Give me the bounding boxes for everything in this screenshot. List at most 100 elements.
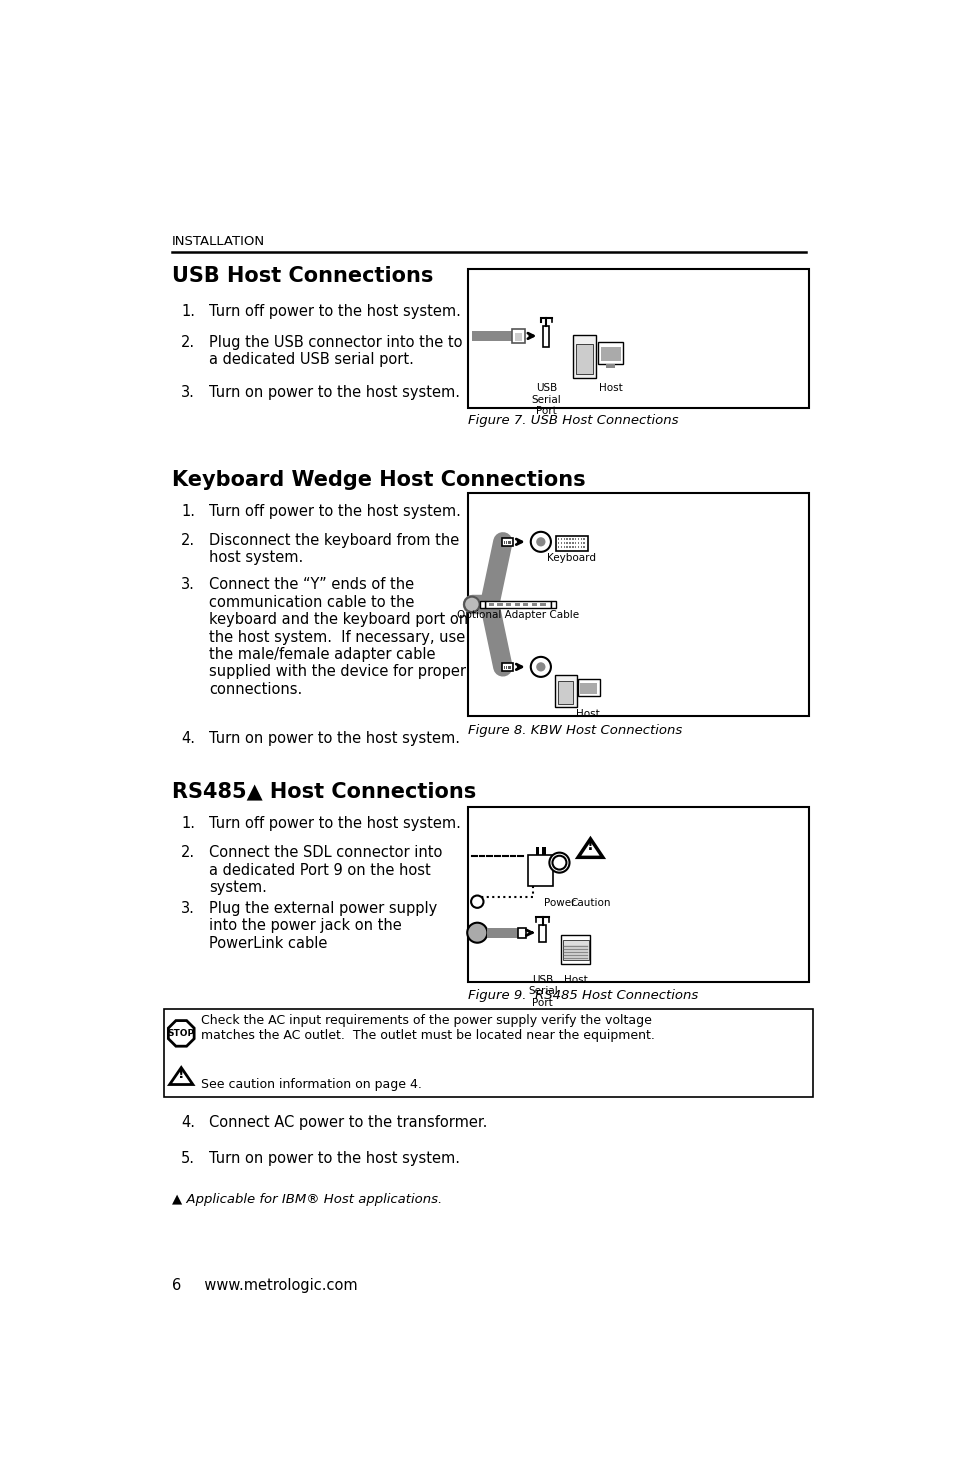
Bar <box>514 603 519 606</box>
Bar <box>505 541 506 544</box>
Text: Plug the external power supply
into the power jack on the
PowerLink cable: Plug the external power supply into the … <box>209 901 436 950</box>
Bar <box>531 603 537 606</box>
Text: Keyboard: Keyboard <box>547 553 596 562</box>
Text: 1.: 1. <box>181 504 195 519</box>
Text: USB
Serial
Port: USB Serial Port <box>527 975 558 1007</box>
Bar <box>542 847 545 854</box>
Text: Connect the SDL connector into
a dedicated Port 9 on the host
system.: Connect the SDL connector into a dedicat… <box>209 845 442 895</box>
Bar <box>583 541 584 544</box>
Bar <box>566 546 567 549</box>
Bar <box>563 541 564 544</box>
Text: Turn on power to the host system.: Turn on power to the host system. <box>209 385 459 400</box>
Text: Connect the “Y” ends of the
communication cable to the
keyboard and the keyboard: Connect the “Y” ends of the communicatio… <box>209 577 468 696</box>
Circle shape <box>552 855 566 870</box>
FancyBboxPatch shape <box>468 493 808 715</box>
Text: RS485▲ Host Connections: RS485▲ Host Connections <box>172 782 476 801</box>
Circle shape <box>530 532 550 552</box>
Bar <box>503 541 504 544</box>
Bar <box>488 603 494 606</box>
Text: Figure 7. USB Host Connections: Figure 7. USB Host Connections <box>468 414 678 428</box>
Bar <box>522 603 528 606</box>
Bar <box>572 335 596 378</box>
Text: Figure 9.  RS485 Host Connections: Figure 9. RS485 Host Connections <box>468 988 698 1002</box>
Bar <box>538 925 546 943</box>
Circle shape <box>536 662 545 671</box>
FancyBboxPatch shape <box>468 270 808 409</box>
Bar <box>575 344 592 373</box>
Bar <box>599 348 620 360</box>
Text: STOP: STOP <box>168 1030 194 1038</box>
Bar <box>517 928 525 938</box>
Polygon shape <box>168 1021 193 1046</box>
Polygon shape <box>170 1068 193 1084</box>
Bar <box>555 674 576 707</box>
Text: See caution information on page 4.: See caution information on page 4. <box>200 1078 421 1092</box>
Text: 2.: 2. <box>181 845 195 860</box>
Text: USB Host Connections: USB Host Connections <box>172 266 433 286</box>
Text: Turn off power to the host system.: Turn off power to the host system. <box>209 504 460 519</box>
Text: 2.: 2. <box>181 335 195 350</box>
Text: 3.: 3. <box>181 385 195 400</box>
Bar <box>560 541 561 544</box>
Bar <box>575 541 576 544</box>
Text: 1.: 1. <box>181 816 195 830</box>
Bar <box>605 364 615 369</box>
Bar <box>560 546 561 549</box>
Text: Caution: Caution <box>570 898 610 907</box>
Text: !: ! <box>178 1066 184 1081</box>
Bar <box>497 603 502 606</box>
Bar <box>555 535 587 552</box>
Bar <box>572 546 573 549</box>
Text: ▲ Applicable for IBM® Host applications.: ▲ Applicable for IBM® Host applications. <box>172 1193 442 1207</box>
Text: Keyboard Wedge Host Connections: Keyboard Wedge Host Connections <box>172 469 585 490</box>
Bar <box>569 546 570 549</box>
Text: Turn on power to the host system.: Turn on power to the host system. <box>209 732 459 746</box>
Bar <box>487 928 517 938</box>
Bar <box>569 541 570 544</box>
Text: Host: Host <box>563 975 587 985</box>
Bar <box>472 330 514 341</box>
Bar <box>580 546 581 549</box>
Text: Optional Adapter Cable: Optional Adapter Cable <box>456 609 578 620</box>
Bar <box>583 546 584 549</box>
Bar <box>560 935 590 965</box>
Text: Turn off power to the host system.: Turn off power to the host system. <box>209 816 460 830</box>
Bar <box>598 342 622 364</box>
Bar <box>507 665 508 668</box>
Circle shape <box>467 923 487 943</box>
Text: Figure 8. KBW Host Connections: Figure 8. KBW Host Connections <box>468 724 681 736</box>
Bar <box>575 546 576 549</box>
Text: Turn off power to the host system.: Turn off power to the host system. <box>209 304 460 319</box>
Bar <box>479 600 484 608</box>
Circle shape <box>536 537 545 546</box>
FancyBboxPatch shape <box>468 807 808 982</box>
Circle shape <box>549 853 569 873</box>
Bar <box>572 541 573 544</box>
Bar <box>562 940 588 960</box>
Bar <box>528 854 553 885</box>
Bar <box>580 541 581 544</box>
Bar <box>572 538 573 540</box>
Circle shape <box>471 895 483 907</box>
Bar <box>569 538 570 540</box>
Circle shape <box>530 656 550 677</box>
Text: 3.: 3. <box>181 577 195 593</box>
Text: 3.: 3. <box>181 901 195 916</box>
Text: !: ! <box>586 838 594 853</box>
Circle shape <box>464 597 479 612</box>
Text: 5.: 5. <box>181 1150 195 1167</box>
Text: 4.: 4. <box>181 732 195 746</box>
Text: Connect AC power to the transformer.: Connect AC power to the transformer. <box>209 1115 487 1130</box>
Text: Host: Host <box>576 709 599 720</box>
Text: 2.: 2. <box>181 532 195 547</box>
Bar <box>509 665 510 668</box>
Text: Plug the USB connector into the to
a dedicated USB serial port.: Plug the USB connector into the to a ded… <box>209 335 462 367</box>
Text: 4.: 4. <box>181 1115 195 1130</box>
Text: INSTALLATION: INSTALLATION <box>172 235 265 248</box>
Bar <box>583 538 584 540</box>
Bar <box>501 538 513 546</box>
Bar <box>484 600 550 608</box>
Bar <box>536 847 538 854</box>
Bar <box>578 680 599 696</box>
Bar <box>579 683 597 693</box>
